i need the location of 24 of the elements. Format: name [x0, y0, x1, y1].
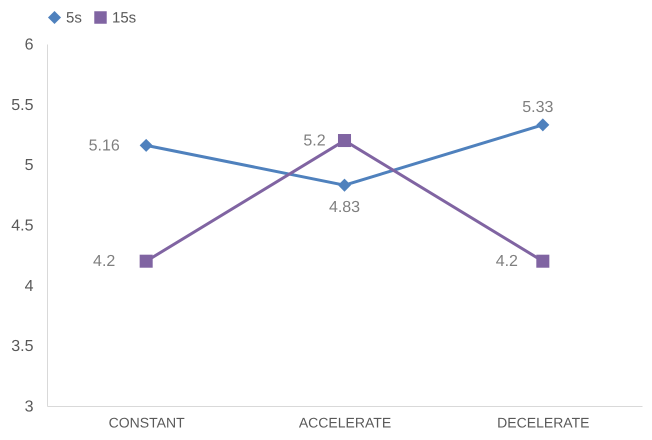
point [536, 118, 550, 132]
data-label: 5.2 [303, 132, 326, 150]
y-tick-label: 4 [24, 278, 34, 295]
y-tick-label: 5.5 [11, 96, 34, 114]
y-tick-label: 3 [24, 398, 34, 416]
y-tick-label: 6 [24, 36, 34, 54]
x-tick-label: CONSTANT [108, 414, 186, 430]
data-label: 4.83 [328, 199, 360, 216]
data-label: 4.2 [93, 253, 116, 270]
point [140, 254, 153, 268]
y-tick-label: 4.5 [11, 218, 34, 234]
x-tick-label: DECELERATE [497, 414, 590, 430]
legend-label: 5s [66, 10, 82, 27]
data-label: 4.2 [496, 253, 518, 270]
x-tick-label: ACCELERATE [298, 414, 392, 430]
y-tick-label: 5 [24, 157, 34, 174]
point [140, 138, 153, 152]
data-label: 5.33 [522, 98, 554, 116]
legend-label: 15s [112, 10, 136, 27]
data-label: 5.16 [88, 137, 120, 154]
point [338, 178, 352, 192]
y-tick-label: 3.5 [11, 338, 34, 356]
point [536, 254, 550, 268]
point [338, 134, 352, 148]
